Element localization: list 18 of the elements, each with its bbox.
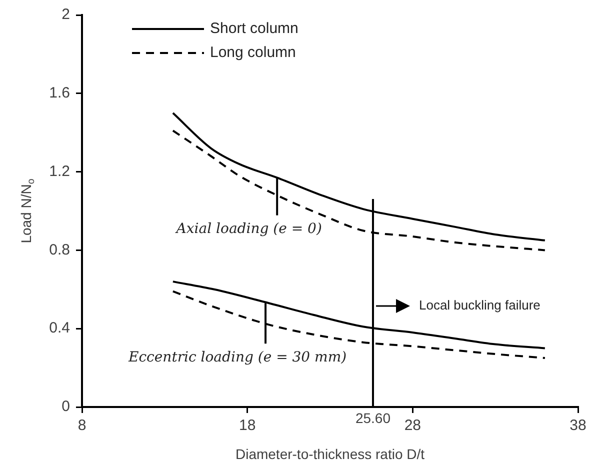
ref-line-label: 25.60 (355, 410, 391, 426)
y-tick-label: 1.6 (49, 84, 70, 102)
x-tick-label: 18 (238, 417, 256, 434)
x-tick-label: 38 (570, 417, 586, 434)
y-tick-label: 1.2 (49, 162, 70, 180)
y-tick-label: 0 (62, 398, 70, 416)
y-tick-label: 0.4 (49, 320, 70, 337)
legend-label: Short column (210, 20, 298, 38)
y-axis-title: Load N/No (18, 178, 37, 244)
y-tick-label: 2 (62, 6, 70, 24)
x-tick-label: 8 (78, 417, 86, 434)
x-axis-title: Diameter-to-thickness ratio D/t (235, 446, 425, 462)
x-tick-label: 28 (404, 417, 422, 434)
annotation: Local buckling failure (418, 297, 540, 312)
y-tick-label: 0.8 (49, 241, 70, 258)
legend-label: Long column (210, 44, 296, 62)
annotation: Axial loading (e = 0) (174, 220, 322, 237)
annotation: Eccentric loading (e = 30 mm) (127, 349, 347, 366)
